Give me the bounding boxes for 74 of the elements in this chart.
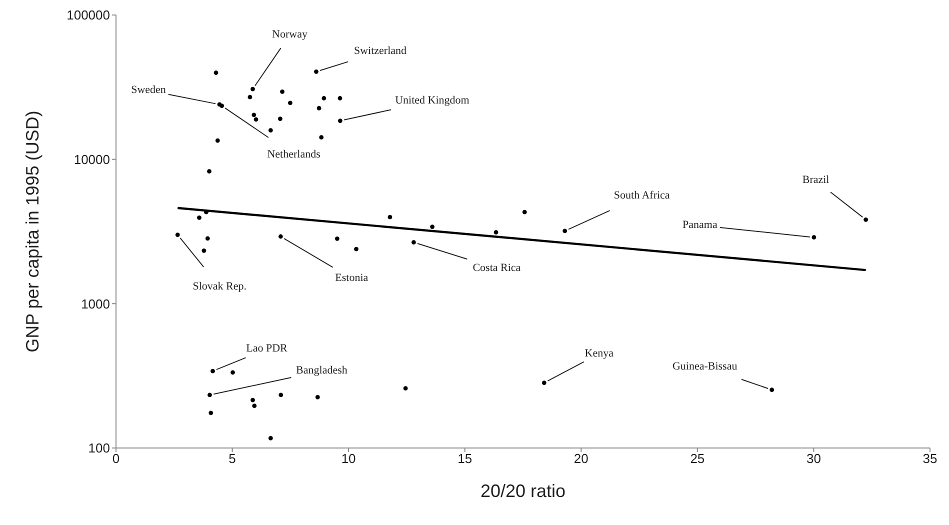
- point: [322, 96, 326, 100]
- point: [175, 232, 180, 237]
- point: [210, 368, 215, 374]
- point: [770, 388, 774, 392]
- annotation: South Africa: [614, 189, 670, 202]
- x-tick-label: 10: [341, 451, 356, 466]
- y-axis-title: GNP per capita in 1995 (USD): [22, 110, 42, 352]
- annotation: Panama: [682, 218, 718, 231]
- point: [316, 106, 322, 110]
- y-tick-label: 10000: [74, 152, 110, 167]
- annotation: Costa Rica: [472, 262, 521, 274]
- x-axis-title: 20/20 ratio: [480, 481, 566, 501]
- annotation: Brazil: [802, 174, 830, 186]
- annotation: Netherlands: [267, 148, 320, 160]
- point: [230, 370, 235, 375]
- point: [388, 214, 392, 220]
- annotation: United Kingdom: [395, 94, 470, 106]
- point: [278, 116, 282, 121]
- point: [197, 216, 202, 220]
- point: [522, 210, 527, 214]
- y-tick-label: 100000: [66, 8, 110, 23]
- point: [250, 86, 255, 92]
- y-tick-label: 100: [88, 440, 110, 456]
- point: [494, 230, 498, 235]
- x-tick-label: 5: [228, 451, 236, 466]
- point: [214, 70, 218, 75]
- annotation: Slovak Rep.: [192, 280, 247, 292]
- point: [254, 117, 258, 122]
- point: [562, 228, 568, 234]
- point: [248, 94, 252, 100]
- point: [430, 224, 434, 229]
- point: [268, 128, 273, 132]
- point: [315, 394, 320, 400]
- point: [202, 248, 206, 253]
- y-tick-label: 1000: [81, 296, 110, 312]
- point: [542, 380, 546, 385]
- annotation: Sweden: [131, 84, 166, 96]
- x-tick-label: 20: [574, 451, 588, 466]
- point: [278, 234, 283, 239]
- point: [288, 100, 292, 106]
- annotation: Guinea-Bissau: [672, 360, 738, 372]
- annotation: Kenya: [584, 347, 614, 360]
- point: [864, 217, 868, 222]
- point: [314, 69, 318, 74]
- point: [411, 240, 416, 245]
- annotation: Norway: [272, 28, 308, 41]
- point: [354, 246, 358, 252]
- point: [334, 236, 340, 241]
- x-tick-label: 25: [690, 451, 705, 466]
- x-tick-label: 0: [112, 451, 120, 466]
- annotation: Lao PDR: [246, 342, 288, 355]
- point: [278, 392, 284, 398]
- x-tick-label: 15: [458, 451, 472, 466]
- point: [208, 410, 214, 416]
- point: [268, 436, 273, 440]
- point: [338, 96, 342, 100]
- annotation: Switzerland: [354, 45, 408, 58]
- point: [812, 235, 816, 240]
- annotation: Bangladesh: [296, 364, 348, 377]
- point: [220, 104, 224, 108]
- annotation: Estonia: [335, 272, 368, 284]
- point: [280, 90, 284, 94]
- point: [215, 138, 220, 143]
- point: [250, 398, 255, 402]
- point: [403, 386, 408, 391]
- point: [205, 236, 210, 241]
- x-tick-label: 30: [806, 451, 821, 466]
- point: [319, 135, 324, 140]
- point: [207, 169, 212, 174]
- point: [252, 112, 256, 118]
- x-tick-label: 35: [922, 451, 938, 466]
- point: [338, 118, 342, 123]
- point: [208, 392, 212, 398]
- point: [252, 404, 257, 408]
